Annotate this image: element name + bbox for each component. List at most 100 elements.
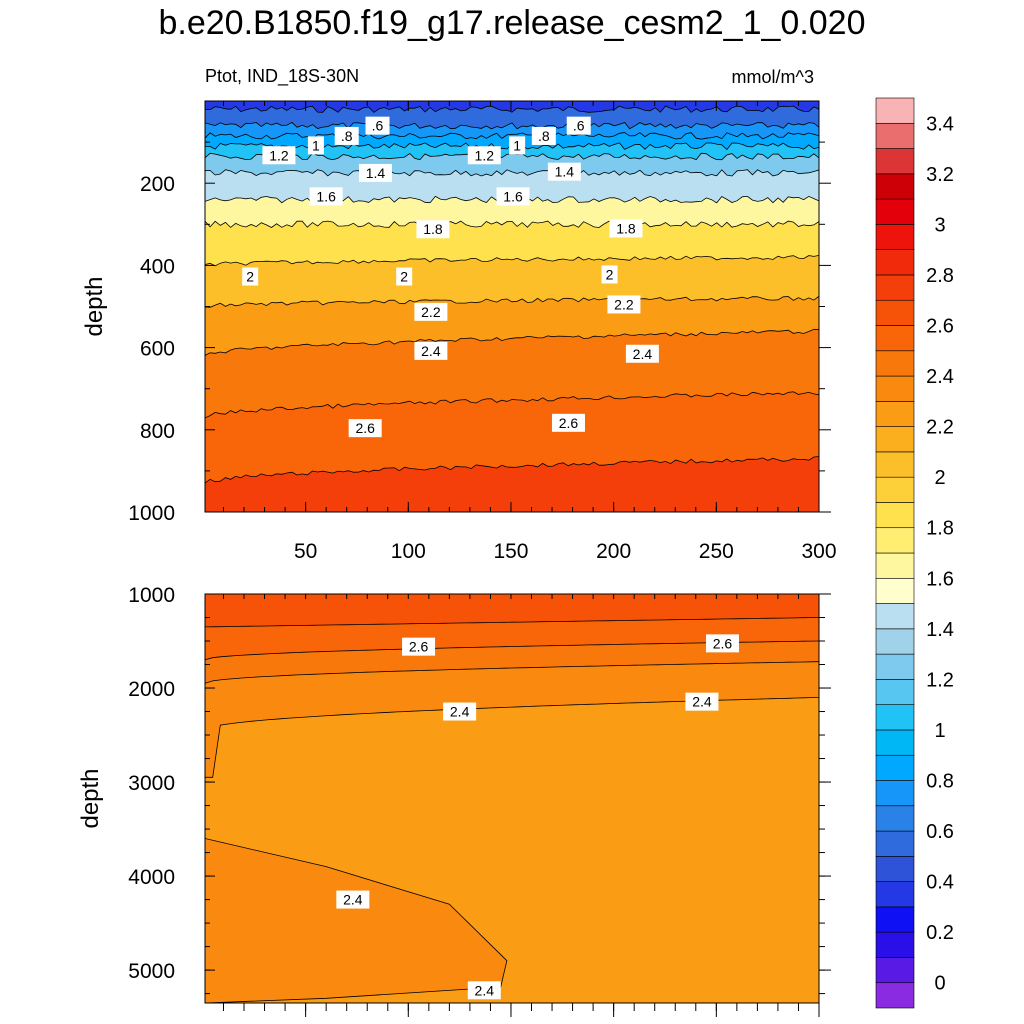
contour-labels: .6.6.8.81 11.2 1.21.4 1.41.6 1.61.8 1.82 2 22.2… (242, 116, 739, 1000)
upper-contour-line (205, 132, 819, 140)
y-tick-label: 200 (140, 173, 175, 196)
contour-label-box (416, 220, 450, 239)
colorbar-label: 0.6 (926, 821, 954, 843)
contour-label-text: 2.6 (559, 415, 579, 431)
colorbar-box (875, 249, 915, 276)
colorbar-label: 1.8 (926, 518, 954, 540)
panel-frame (204, 593, 820, 1004)
colorbar-box (875, 299, 915, 326)
colorbar: 0 0.2 0.4 0.6 0.8 1 1.2 1.4 1.6 1.8 2 2.2 2.4 2.6 2.8 3… (875, 97, 954, 1009)
contour-label: 1.8 (416, 220, 450, 239)
lower-band (205, 594, 819, 627)
contour-label-box (705, 634, 739, 653)
contour-label-text: 2 (400, 268, 408, 284)
contour-label: 1.2 (467, 146, 501, 165)
colorbar-label: 2.4 (926, 366, 954, 388)
contour-label-box (531, 126, 556, 145)
contour-label-text: .8 (341, 128, 353, 144)
contour-label-text: 2.6 (355, 420, 375, 436)
colorbar-box (875, 274, 915, 301)
colorbar-label: 2.6 (926, 316, 954, 338)
colorbar-box (875, 628, 915, 655)
x-tick-label: 100 (391, 540, 426, 563)
x-tick-label: 50 (294, 540, 317, 563)
y-tick-label: 4000 (128, 866, 175, 889)
contour-label: 2.6 (402, 637, 436, 656)
contour-label: 2 (601, 265, 618, 284)
contour-label-box (307, 136, 324, 155)
upper-contour-line (205, 456, 819, 484)
contour-label-box (547, 162, 581, 181)
colorbar-box (875, 957, 915, 984)
colorbar-box (875, 577, 915, 604)
upper-panel-contour-lines (205, 105, 819, 484)
contour-label-text: 2.2 (421, 304, 441, 320)
contour-label: 2.2 (414, 302, 448, 321)
contour-label-text: 2 (246, 268, 254, 284)
colorbar-box (875, 198, 915, 225)
contour-label-box (358, 163, 392, 182)
contour-label: 2.6 (551, 413, 585, 432)
contour-label: 1.8 (609, 219, 643, 238)
contour-label-box (402, 637, 436, 656)
contour-label: .6 (566, 116, 591, 135)
upper-band (205, 101, 819, 113)
contour-label: 1.6 (309, 187, 343, 206)
contour-label-text: 1.6 (316, 188, 336, 204)
lower-bulge (205, 838, 507, 1003)
contour-label-text: 1.4 (366, 165, 386, 181)
contour-label: 2.4 (336, 890, 370, 909)
contour-label: 2.6 (348, 419, 382, 438)
contour-label-box (566, 116, 591, 135)
colorbar-box (875, 224, 915, 250)
colorbar-box (875, 679, 915, 705)
contour-label-box (609, 219, 643, 238)
colorbar-label: 0 (934, 973, 945, 995)
contour-label-text: 2 (606, 266, 614, 282)
contour-label: 1 (307, 136, 324, 155)
colorbar-box (875, 173, 915, 200)
contour-label-text: .8 (538, 128, 550, 144)
colorbar-box (875, 148, 915, 175)
contour-label-box (509, 136, 526, 155)
contour-label-box (607, 295, 641, 314)
colorbar-label: 1.6 (926, 568, 954, 590)
contour-label-box (601, 265, 618, 284)
x-tick-label: 300 (801, 540, 836, 563)
y-tick-label: 400 (140, 255, 175, 278)
contour-label-box (685, 692, 719, 711)
colorbar-label: 1.2 (926, 669, 954, 691)
contour-label-box (625, 344, 659, 363)
contour-label-box (496, 187, 530, 206)
colorbar-box (875, 603, 915, 630)
contour-label-text: 2.4 (475, 982, 495, 998)
colorbar-label: 2.8 (926, 265, 954, 287)
y-tick-label: 600 (140, 338, 175, 361)
upper-contour-line (205, 391, 819, 419)
contour-label-text: 1 (513, 137, 521, 153)
colorbar-box (875, 451, 915, 478)
colorbar-box (875, 375, 915, 402)
colorbar-box (875, 97, 915, 124)
contour-label-text: 1.2 (475, 147, 495, 163)
colorbar-box (875, 350, 915, 377)
contour-label-box (467, 981, 501, 1000)
contour-label-box (443, 702, 477, 721)
x-tick-label: 250 (699, 540, 734, 563)
upper-contour-line (205, 255, 819, 267)
lower-contour-line (205, 617, 819, 628)
upper-contour-line (205, 295, 819, 308)
colorbar-label: 0.4 (926, 872, 954, 894)
y-tick-label: 800 (140, 420, 175, 443)
contour-label-text: 2.6 (409, 639, 429, 655)
contour-label: 1.6 (496, 187, 530, 206)
upper-contour-line (205, 328, 819, 356)
contour-label: 1.4 (547, 162, 581, 181)
contour-label-box (396, 267, 413, 286)
colorbar-box (875, 931, 915, 958)
contour-label-text: 2.4 (421, 343, 441, 359)
chart-title: b.e20.B1850.f19_g17.release_cesm2_1_0.02… (158, 4, 866, 42)
upper-panel-fill (205, 101, 819, 512)
colorbar-box (875, 325, 915, 352)
y-tick-label: 3000 (128, 772, 175, 795)
